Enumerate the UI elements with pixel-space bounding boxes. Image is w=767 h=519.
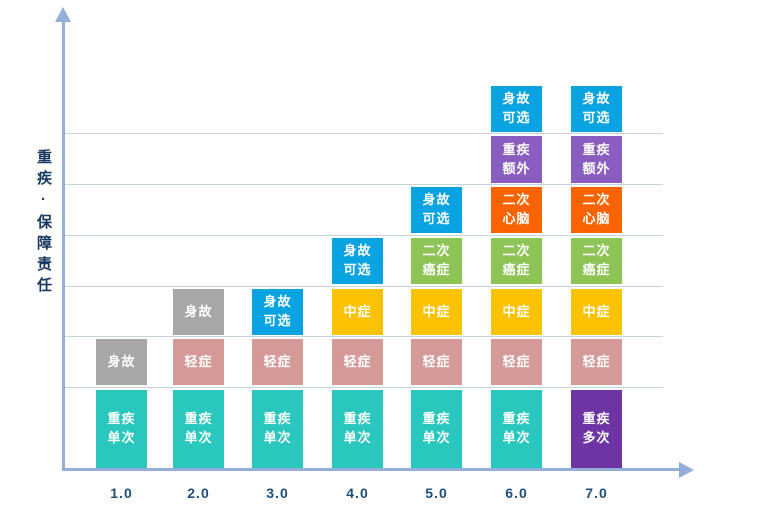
x-tick-label: 2.0 — [187, 485, 210, 501]
chart-block-death-optional: 身故 可选 — [411, 187, 462, 233]
chart-block-critical-illness-single: 重疾 单次 — [491, 390, 542, 468]
chart-block-mild-illness: 轻症 — [411, 339, 462, 385]
chart-block-critical-illness-single: 重疾 单次 — [96, 390, 147, 468]
chart-block-critical-illness-single: 重疾 单次 — [252, 390, 303, 468]
chart-block-second-cancer: 二次 癌症 — [571, 238, 622, 284]
chart-block-critical-illness-multiple: 重疾 多次 — [571, 390, 622, 468]
chart-block-critical-illness-single: 重疾 单次 — [411, 390, 462, 468]
chart-block-moderate-illness: 中症 — [571, 289, 622, 335]
chart-block-extra-critical: 重疾 额外 — [571, 136, 622, 183]
y-axis-title: 重疾·保障责任 — [35, 149, 52, 298]
chart-block-moderate-illness: 中症 — [491, 289, 542, 335]
x-axis-arrow-icon — [679, 462, 694, 478]
chart-block-second-cancer: 二次 癌症 — [411, 238, 462, 284]
y-axis-arrow-icon — [55, 7, 71, 22]
chart-block-moderate-illness: 中症 — [332, 289, 383, 335]
chart-block-extra-critical: 重疾 额外 — [491, 136, 542, 183]
x-tick-label: 4.0 — [346, 485, 369, 501]
x-tick-label: 6.0 — [505, 485, 528, 501]
x-tick-label: 7.0 — [585, 485, 608, 501]
gridline — [65, 235, 663, 236]
chart-block-death: 身故 — [173, 289, 224, 335]
chart-block-death: 身故 — [96, 339, 147, 385]
chart-block-critical-illness-single: 重疾 单次 — [332, 390, 383, 468]
chart-block-mild-illness: 轻症 — [571, 339, 622, 385]
chart-block-moderate-illness: 中症 — [411, 289, 462, 335]
chart-block-mild-illness: 轻症 — [252, 339, 303, 385]
chart-block-second-cardio: 二次 心脑 — [491, 187, 542, 233]
gridline — [65, 387, 663, 388]
chart-block-mild-illness: 轻症 — [491, 339, 542, 385]
gridline — [65, 336, 663, 337]
gridline — [65, 184, 663, 185]
chart-block-second-cancer: 二次 癌症 — [491, 238, 542, 284]
chart-block-mild-illness: 轻症 — [332, 339, 383, 385]
gridline — [65, 286, 663, 287]
x-tick-label: 5.0 — [425, 485, 448, 501]
chart-block-second-cardio: 二次 心脑 — [571, 187, 622, 233]
chart-block-critical-illness-single: 重疾 单次 — [173, 390, 224, 468]
chart-block-death-optional: 身故 可选 — [332, 238, 383, 284]
x-axis-line — [62, 468, 680, 471]
chart-block-death-optional: 身故 可选 — [252, 289, 303, 335]
y-axis-line — [62, 16, 65, 471]
x-tick-label: 3.0 — [266, 485, 289, 501]
chart-block-mild-illness: 轻症 — [173, 339, 224, 385]
chart-block-death-optional: 身故 可选 — [491, 86, 542, 132]
x-tick-label: 1.0 — [110, 485, 133, 501]
chart-block-death-optional: 身故 可选 — [571, 86, 622, 132]
gridline — [65, 133, 663, 134]
